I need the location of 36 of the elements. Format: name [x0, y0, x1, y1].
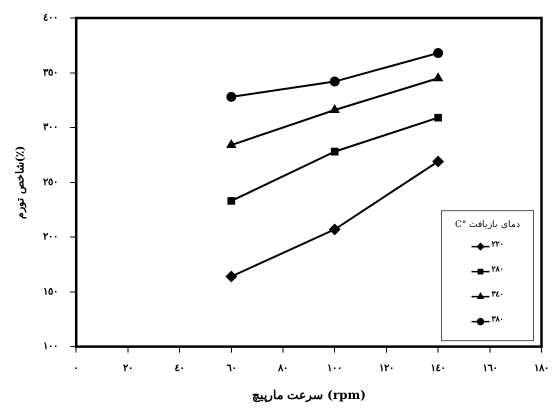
point	[433, 48, 444, 58]
legend-label: ٢٨٠	[492, 264, 504, 274]
point	[434, 114, 442, 122]
point	[226, 271, 237, 282]
x-tick-label: ٦٠	[226, 363, 236, 374]
y-tick-label: ١٠٠	[43, 341, 58, 352]
point	[329, 224, 340, 235]
point	[432, 156, 444, 167]
y-tick-label: ٢٠٠	[43, 232, 58, 243]
x-tick-label: ٨٠	[277, 363, 288, 374]
x-tick-label: ٢٠	[122, 363, 133, 374]
x-tick-label: ٠	[74, 363, 79, 374]
y-tick-label: ٣٠٠	[43, 122, 58, 134]
x-tick-label: ١٨٠	[534, 363, 549, 374]
x-tick-label: ٤٠	[174, 363, 185, 374]
y-tick-label: ٣٥٠	[43, 67, 58, 78]
point	[226, 140, 236, 148]
point	[434, 73, 443, 82]
point	[227, 197, 236, 205]
legend-title: دمای بازیافت °C	[454, 220, 520, 230]
point	[226, 92, 236, 102]
y-tick-label: ٢٥٠	[43, 176, 58, 188]
legend-label: ٣٤٠	[492, 288, 504, 299]
point	[330, 148, 339, 156]
point	[330, 105, 340, 114]
x-tick-label: ١٦٠	[482, 363, 498, 374]
x-tick-label: ١٢٠	[378, 363, 394, 374]
legend-label: ٣٨٠	[492, 314, 504, 324]
x-tick-label: ١٠٠	[327, 363, 342, 374]
y-tick-label: ١٥٠	[43, 286, 58, 298]
legend-label: ٢٢٠	[492, 238, 504, 249]
point	[330, 76, 340, 87]
y-axis-title: شاخص تورم(٪)	[13, 146, 26, 219]
x-axis-title: سرعت مارپیچ (rpm)	[252, 388, 366, 403]
y-tick-label: ٤٠٠	[43, 12, 58, 24]
x-tick-label: ١٤٠	[430, 363, 446, 374]
